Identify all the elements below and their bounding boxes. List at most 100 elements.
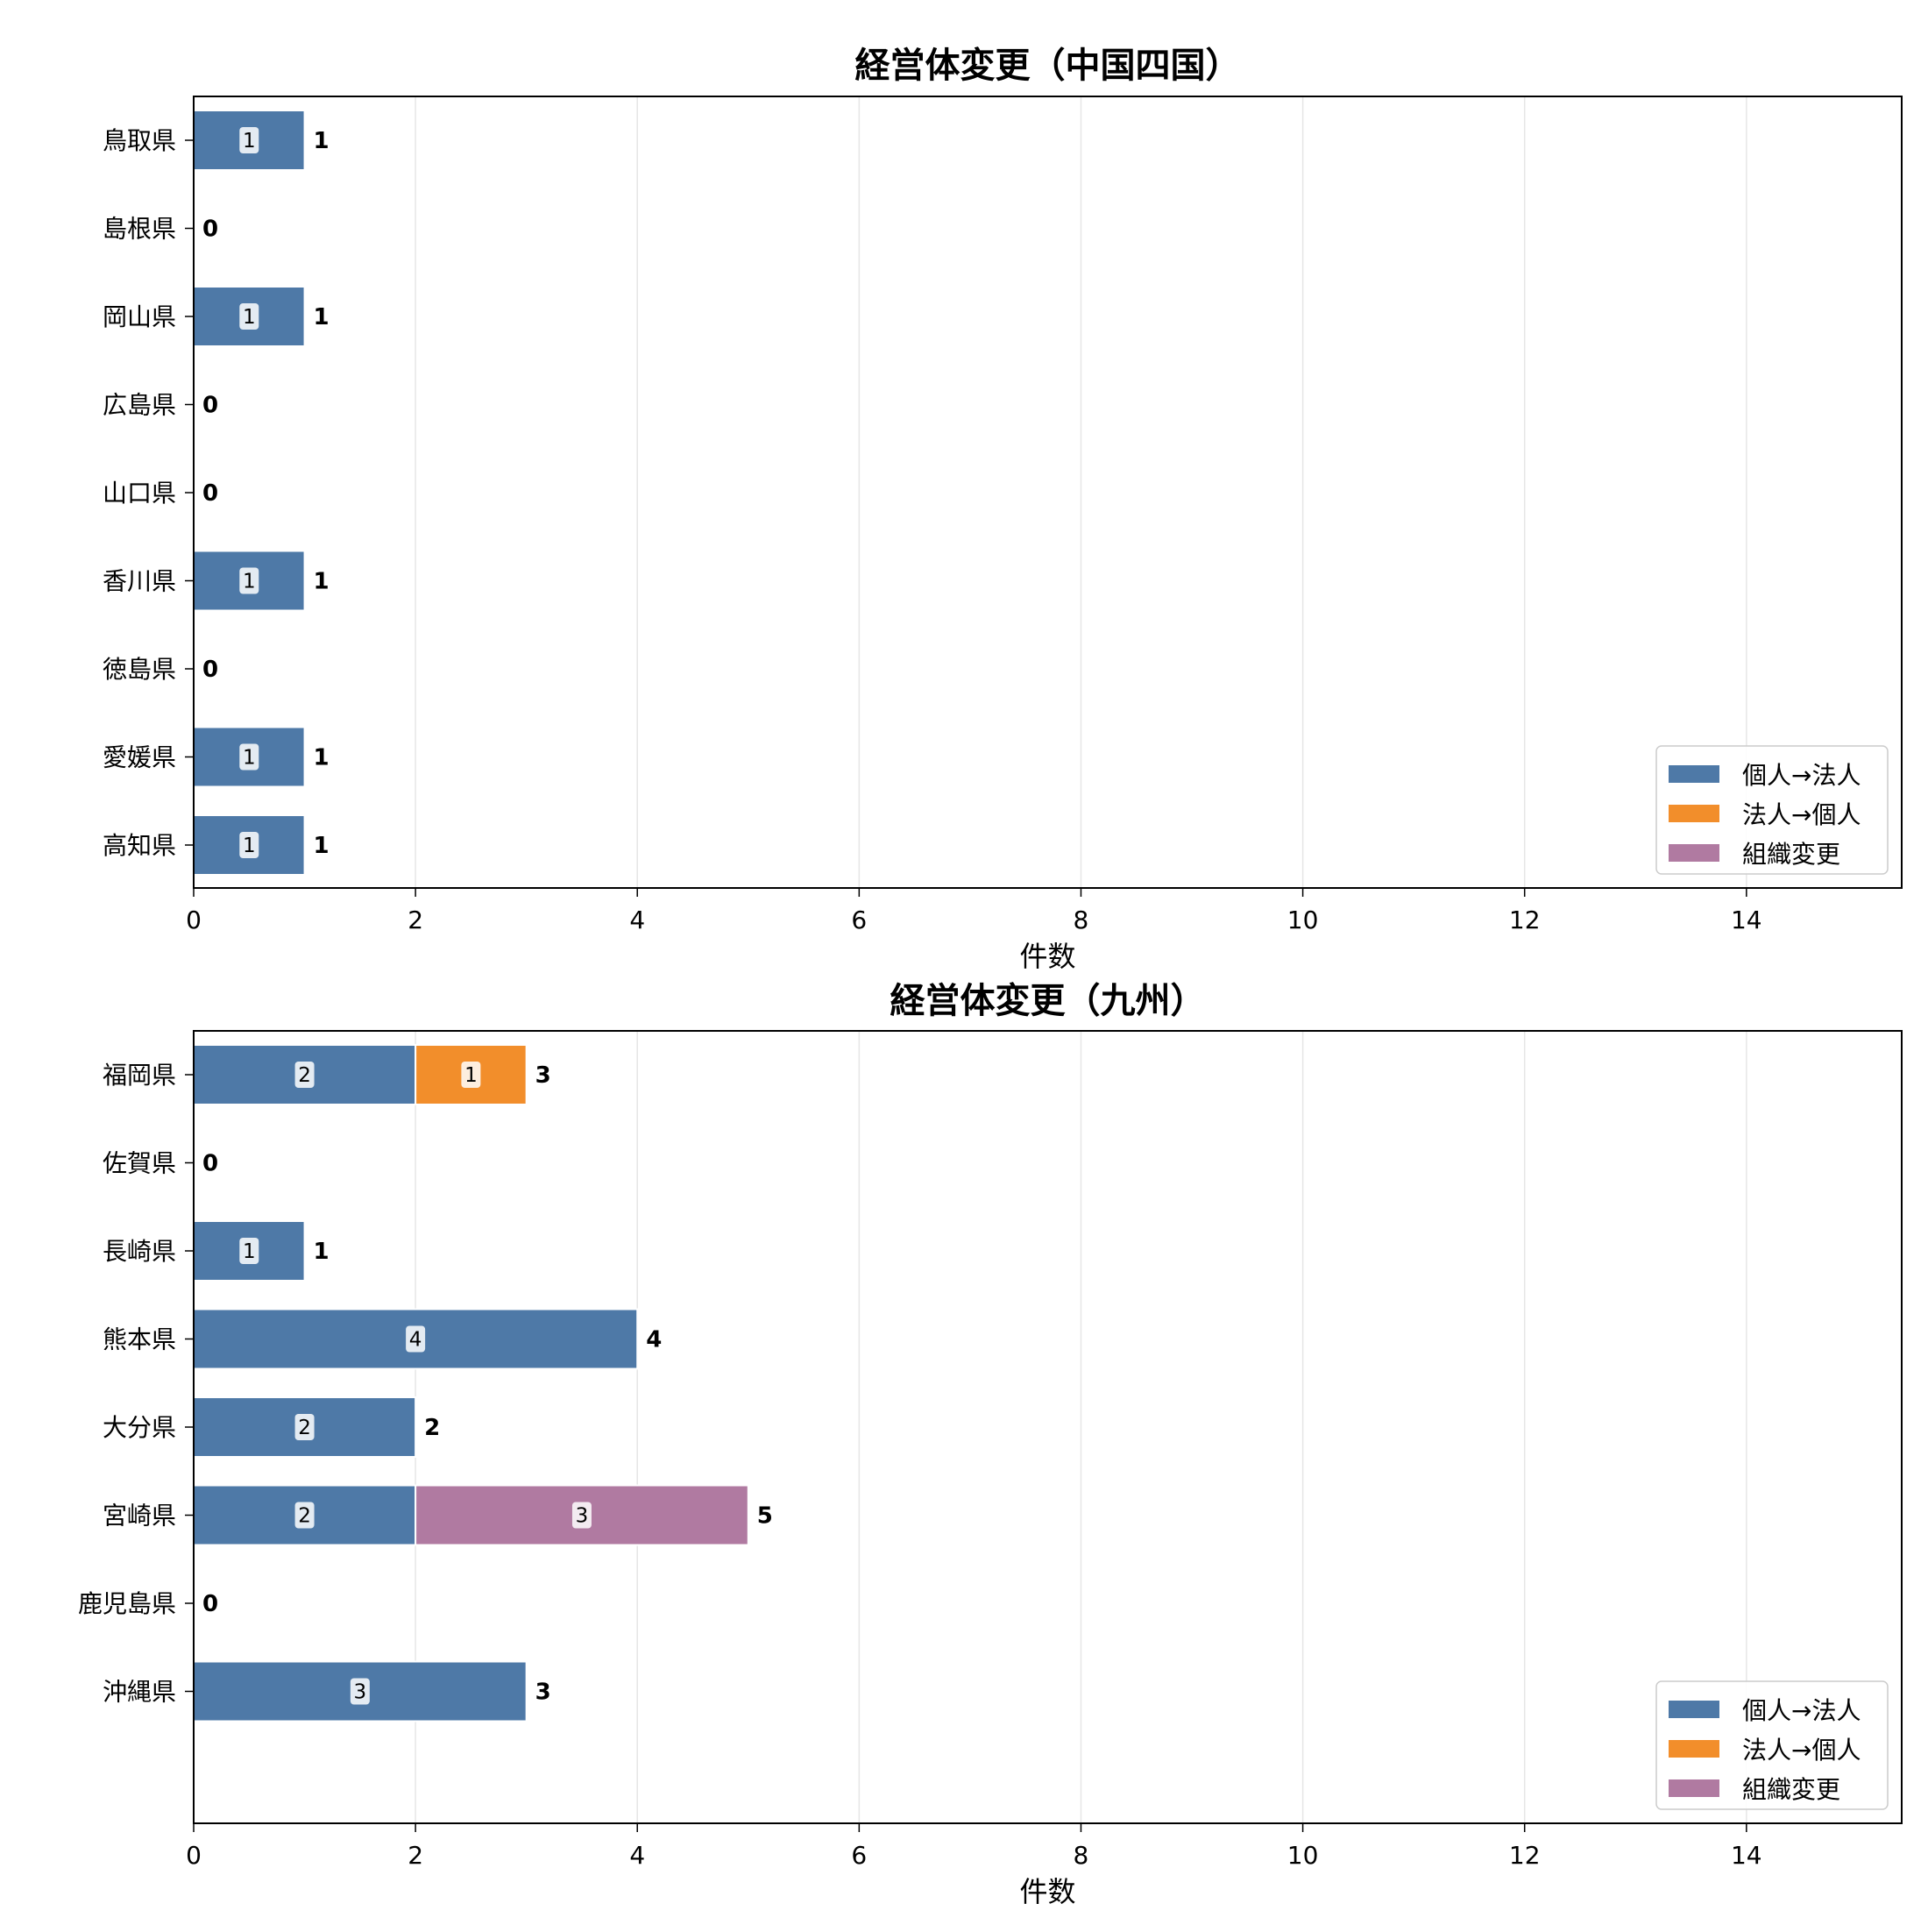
total-value-label: 0 [202, 217, 218, 243]
category-label: 鳥取県 [103, 126, 176, 155]
total-value-label: 0 [202, 393, 218, 419]
legend-swatch [1669, 1701, 1719, 1718]
x-axis-label: 件数 [1019, 940, 1075, 973]
segment-label-box [571, 1502, 592, 1529]
total-value-label: 1 [314, 833, 330, 859]
segment-label-box [239, 743, 259, 771]
total-value-label: 4 [646, 1327, 662, 1353]
x-tick-label: 10 [1287, 1841, 1319, 1870]
segment-value-label: 3 [354, 1681, 367, 1704]
x-tick-label: 4 [629, 906, 645, 934]
segment-label-box [406, 1325, 426, 1353]
segment-value-label: 1 [243, 747, 256, 770]
category-label: 高知県 [103, 831, 176, 860]
plot-frame [193, 1030, 1903, 1824]
segment-value-label: 2 [298, 1505, 311, 1528]
x-tick-label: 8 [1074, 1841, 1089, 1870]
segment-label-box [294, 1502, 315, 1529]
total-value-label: 3 [535, 1680, 551, 1706]
category-label: 岡山県 [103, 302, 176, 331]
segment-label-box [239, 1238, 259, 1264]
total-value-label: 5 [757, 1503, 773, 1530]
bar-segment [193, 726, 306, 788]
x-tick-label: 6 [851, 906, 867, 934]
x-tick-label: 14 [1731, 906, 1762, 934]
category-label: 山口県 [103, 479, 176, 508]
segment-label-box [461, 1062, 481, 1088]
total-value-label: 1 [314, 1239, 330, 1265]
total-value-label: 1 [314, 304, 330, 330]
segment-label-box [350, 1678, 370, 1705]
category-label: 熊本県 [103, 1325, 176, 1354]
total-value-label: 0 [202, 480, 218, 507]
x-tick-label: 0 [186, 1841, 202, 1870]
legend-swatch [1669, 844, 1719, 862]
x-tick-label: 12 [1509, 906, 1541, 934]
legend-swatch [1669, 765, 1719, 783]
category-label: 鹿児島県 [78, 1589, 176, 1618]
total-value-label: 1 [314, 745, 330, 771]
category-label: 佐賀県 [103, 1149, 176, 1178]
total-value-label: 0 [202, 1151, 218, 1177]
segment-value-label: 1 [243, 1240, 256, 1263]
total-value-label: 1 [314, 128, 330, 154]
category-label: 福岡県 [103, 1061, 176, 1090]
legend-entry-label: 組織変更 [1742, 1775, 1840, 1804]
segment-value-label: 4 [409, 1329, 422, 1352]
legend-entry-label: 組織変更 [1742, 840, 1840, 869]
segment-value-label: 1 [243, 306, 256, 329]
legend-entry-label: 個人→法人 [1742, 761, 1861, 790]
total-value-label: 0 [202, 1591, 218, 1617]
chart-kyushu: 経営体変更（九州） 0 2 4 6 8 10 12 14 件数 福岡県 2 1 3 佐賀県 0 長崎県 1 1 熊本県… [78, 981, 1903, 1908]
category-label: 広島県 [103, 391, 176, 420]
category-label: 大分県 [103, 1413, 176, 1442]
total-value-label: 2 [424, 1415, 440, 1441]
x-tick-label: 4 [629, 1841, 645, 1870]
category-label: 愛媛県 [103, 743, 176, 772]
category-label: 宮崎県 [103, 1502, 176, 1531]
x-tick-label: 14 [1731, 1841, 1762, 1870]
segment-value-label: 2 [298, 1064, 311, 1087]
x-tick-label: 0 [186, 906, 202, 934]
chart-title: 経営体変更（九州） [890, 981, 1206, 1021]
chart-title: 経営体変更（中国四国） [855, 46, 1241, 86]
segment-label-box [239, 303, 259, 330]
segment-value-label: 1 [464, 1064, 478, 1087]
segment-value-label: 3 [576, 1505, 589, 1528]
category-label: 徳島県 [103, 655, 176, 684]
x-tick-label: 6 [851, 1841, 867, 1870]
x-tick-label: 2 [408, 906, 423, 934]
segment-value-label: 1 [243, 835, 256, 857]
legend-entry-label: 個人→法人 [1742, 1696, 1861, 1725]
x-tick-label: 2 [408, 1841, 423, 1870]
x-tick-label: 8 [1074, 906, 1089, 934]
plot-frame [193, 96, 1903, 889]
segment-label-box [239, 567, 259, 594]
total-value-label: 3 [535, 1062, 551, 1089]
segment-value-label: 2 [298, 1417, 311, 1439]
legend-entry-label: 法人→個人 [1742, 800, 1861, 829]
total-value-label: 1 [314, 569, 330, 595]
total-value-label: 0 [202, 657, 218, 683]
segment-value-label: 1 [243, 130, 256, 153]
legend-swatch [1669, 1740, 1719, 1758]
x-axis-label: 件数 [1019, 1875, 1075, 1908]
segment-label-box [294, 1062, 315, 1088]
segment-label-box [239, 832, 259, 858]
x-tick-label: 12 [1509, 1841, 1541, 1870]
category-label: 沖縄県 [103, 1678, 176, 1707]
segment-value-label: 1 [243, 571, 256, 593]
legend-swatch [1669, 1779, 1719, 1797]
segment-label-box [239, 127, 259, 153]
segment-label-box [294, 1414, 315, 1440]
legend-swatch [1669, 805, 1719, 822]
x-tick-label: 10 [1287, 906, 1319, 934]
category-label: 島根県 [103, 215, 176, 244]
category-label: 香川県 [103, 567, 176, 596]
legend-entry-label: 法人→個人 [1742, 1736, 1861, 1765]
